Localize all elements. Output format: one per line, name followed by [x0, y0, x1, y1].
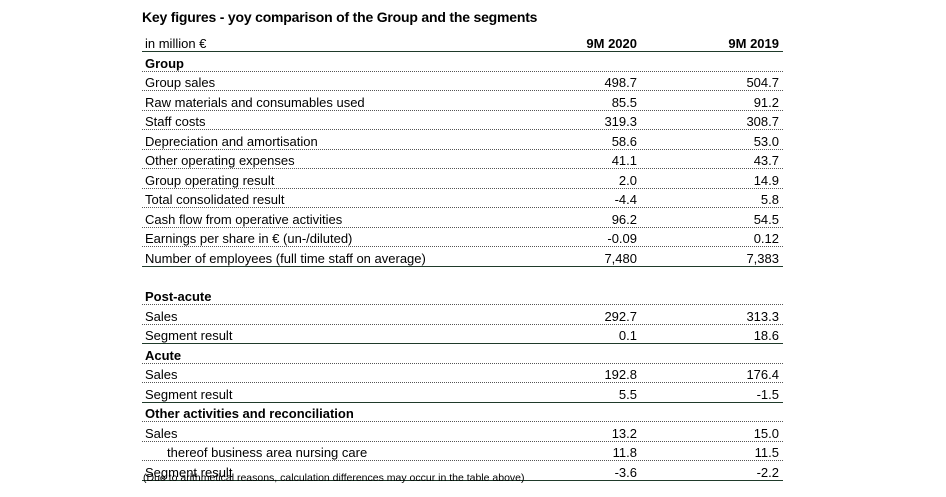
row-label: Depreciation and amortisation [145, 133, 318, 149]
table-row: Segment result -3.6 -2.2 [142, 461, 783, 481]
value-9m-2020: 5.5 [618, 386, 637, 402]
value-9m-2020: 58.6 [611, 133, 637, 149]
row-label: Group operating result [145, 172, 275, 188]
row-label: Sales [145, 308, 178, 324]
row-label: Cash flow from operative activities [145, 211, 343, 227]
table-row: Sales 292.7 313.3 [142, 305, 783, 325]
value-9m-2020: 13.2 [611, 425, 637, 441]
value-9m-2020: 192.8 [604, 367, 637, 382]
table-row: Total consolidated result -4.4 5.8 [142, 189, 783, 208]
table-row: Number of employees (full time staff on … [142, 247, 783, 267]
value-9m-2020: 85.5 [611, 94, 637, 110]
value-9m-2019: 176.4 [746, 367, 779, 382]
value-9m-2019: -1.5 [756, 386, 779, 402]
table-row: Segment result 5.5 -1.5 [142, 383, 783, 403]
row-label: Segment result [145, 464, 233, 480]
value-9m-2019: 15.0 [753, 425, 779, 441]
footnote: (Due to arithmetical reasons, calculatio… [143, 472, 525, 484]
row-label: Segment result [145, 386, 233, 402]
table-row: Staff costs 319.3 308.7 [142, 111, 783, 130]
value-9m-2019: 308.7 [746, 114, 779, 129]
table-row: Earnings per share in € (un-/diluted) -0.… [142, 228, 783, 247]
row-label: Sales [145, 425, 178, 441]
row-label: Sales [145, 367, 178, 382]
column-header-9m-2019: 9M 2019 [728, 36, 779, 51]
row-label: Other operating expenses [145, 153, 295, 168]
value-9m-2019: 14.9 [753, 172, 779, 188]
table-row: Group sales 498.7 504.7 [142, 72, 783, 91]
table-row: Raw materials and consumables used 85.5 91… [142, 91, 783, 111]
value-9m-2020: -3.6 [614, 464, 637, 480]
value-9m-2019: 43.7 [753, 153, 779, 168]
table-row: thereof business area nursing care 11.8 11… [142, 442, 783, 461]
row-label: Total consolidated result [145, 192, 285, 207]
table-row: Depreciation and amortisation 58.6 53.0 [142, 130, 783, 150]
value-9m-2020: -0.09 [607, 231, 637, 246]
row-label: Segment result [145, 328, 233, 343]
value-9m-2019: 18.6 [753, 328, 779, 343]
value-9m-2020: 319.3 [604, 114, 637, 129]
table-row: Sales 192.8 176.4 [142, 364, 783, 383]
value-9m-2020: 11.8 [612, 445, 637, 460]
value-9m-2020: 0.1 [618, 328, 637, 343]
section-heading-group: Group [142, 52, 783, 72]
table-row: Other operating expenses 41.1 43.7 [142, 150, 783, 169]
value-9m-2020: 96.2 [611, 211, 637, 227]
value-9m-2019: 91.2 [753, 94, 779, 110]
value-9m-2020: 498.7 [604, 75, 637, 90]
section-heading-post-acute: Post-acute [142, 286, 783, 305]
spacer [142, 267, 783, 286]
value-9m-2019: 313.3 [746, 308, 779, 324]
row-label: thereof business area nursing care [167, 445, 368, 460]
value-9m-2019: 54.5 [753, 211, 779, 227]
table-row: Sales 13.2 15.0 [142, 422, 783, 442]
value-9m-2020: 7,480 [604, 250, 637, 266]
row-label: Earnings per share in € (un-/diluted) [145, 231, 353, 246]
value-9m-2020: 41.1 [611, 153, 637, 168]
value-9m-2019: 11.5 [754, 445, 779, 460]
column-header-9m-2020: 9M 2020 [586, 36, 637, 51]
row-label: Raw materials and consumables used [145, 94, 365, 110]
section-heading-other: Other activities and reconciliation [142, 403, 783, 422]
section-heading-acute: Acute [142, 344, 783, 364]
row-label: Group sales [145, 75, 216, 90]
value-9m-2019: -2.2 [756, 464, 779, 480]
table-row: Group operating result 2.0 14.9 [142, 169, 783, 189]
value-9m-2019: 53.0 [753, 133, 779, 149]
value-9m-2020: 2.0 [618, 172, 637, 188]
row-label: Number of employees (full time staff on … [145, 250, 426, 266]
value-9m-2020: 292.7 [604, 308, 637, 324]
row-label: Staff costs [145, 114, 206, 129]
value-9m-2020: -4.4 [614, 192, 637, 207]
value-9m-2019: 504.7 [746, 75, 779, 90]
value-9m-2019: 5.8 [760, 192, 779, 207]
value-9m-2019: 7,383 [746, 250, 779, 266]
value-9m-2019: 0.12 [753, 231, 779, 246]
table-title: Key figures - yoy comparison of the Grou… [142, 9, 538, 25]
unit-label: in million € [145, 36, 207, 51]
table-row: Cash flow from operative activities 96.2 5… [142, 208, 783, 228]
table-header-row: in million € 9M 2020 9M 2019 [142, 31, 783, 52]
table-row: Segment result 0.1 18.6 [142, 325, 783, 344]
key-figures-table: in million € 9M 2020 9M 2019 Group Group… [142, 31, 783, 481]
